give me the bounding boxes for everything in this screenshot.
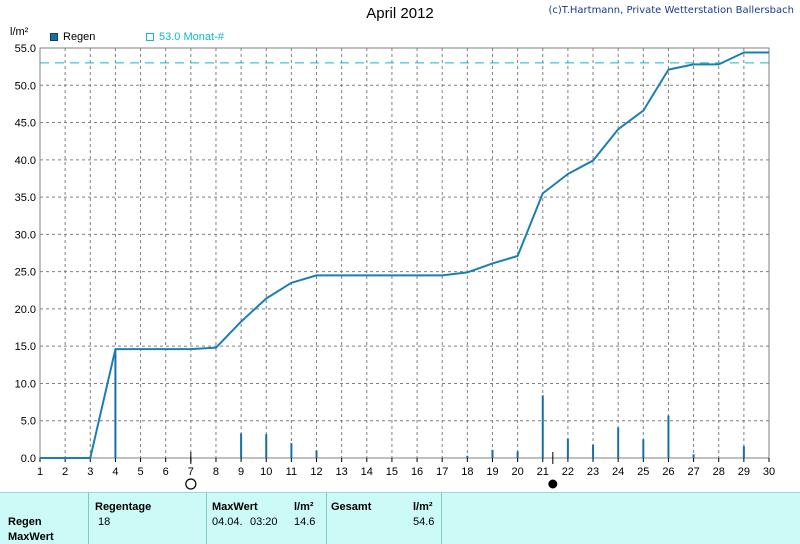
rain-bar bbox=[692, 454, 695, 458]
rain-bar bbox=[541, 395, 544, 458]
x-tick-label: 20 bbox=[511, 466, 523, 478]
x-tick-label: 19 bbox=[486, 466, 498, 478]
rain-bar bbox=[667, 415, 670, 458]
x-tick-label: 17 bbox=[436, 466, 448, 478]
y-axis-label: l/m² bbox=[10, 26, 29, 38]
rain-bar bbox=[315, 450, 318, 458]
table-divider bbox=[326, 493, 327, 544]
legend-reference-swatch bbox=[146, 33, 154, 41]
legend-rain-swatch bbox=[50, 33, 58, 41]
table-divider bbox=[88, 493, 89, 544]
total-value: 54.6 bbox=[413, 516, 435, 528]
x-tick-label: 24 bbox=[612, 466, 624, 478]
header-max-unit: l/m² bbox=[294, 501, 314, 513]
legend-rain: Regen bbox=[50, 31, 95, 43]
y-tick-label: 5.0 bbox=[21, 416, 36, 428]
rain-bar bbox=[114, 349, 117, 458]
x-tick-label: 21 bbox=[537, 466, 549, 478]
row-label-max: MaxWert bbox=[8, 531, 54, 543]
max-date-value: 04.04. bbox=[212, 516, 243, 528]
x-tick-label: 5 bbox=[137, 466, 143, 478]
x-tick-label: 26 bbox=[662, 466, 674, 478]
x-tick-label: 13 bbox=[336, 466, 348, 478]
header-rain-days: Regentage bbox=[95, 501, 152, 513]
y-tick-label: 40.0 bbox=[15, 155, 36, 167]
table-divider bbox=[206, 493, 207, 544]
x-tick-label: 1 bbox=[37, 466, 43, 478]
x-tick-label: 3 bbox=[87, 466, 93, 478]
rain-bar bbox=[516, 451, 519, 458]
y-tick-label: 35.0 bbox=[15, 192, 36, 204]
x-tick-label: 25 bbox=[637, 466, 649, 478]
rain-bar bbox=[617, 427, 620, 458]
y-tick-label: 25.0 bbox=[15, 267, 36, 279]
chart-title: April 2012 bbox=[366, 5, 434, 22]
rain-bar bbox=[592, 444, 595, 458]
x-tick-label: 2 bbox=[62, 466, 68, 478]
x-tick-label: 12 bbox=[310, 466, 322, 478]
x-tick-label: 6 bbox=[163, 466, 169, 478]
y-tick-label: 10.0 bbox=[15, 378, 36, 390]
y-tick-label: 55.0 bbox=[15, 43, 36, 55]
rain-days-value: 18 bbox=[98, 516, 111, 528]
rain-chart: 0.0 5.0 10.0 15.0 20.0 25.0 30.0 35.0 40.0 45.0 50… bbox=[15, 43, 775, 490]
copyright-text: (c)T.Hartmann, Private Wetterstation Bal… bbox=[548, 5, 794, 16]
x-tick-label: 10 bbox=[260, 466, 272, 478]
x-tick-label: 4 bbox=[112, 466, 118, 478]
x-tick-label: 9 bbox=[238, 466, 244, 478]
x-tick-label: 14 bbox=[361, 466, 373, 478]
x-tick-label: 7 bbox=[188, 466, 194, 478]
x-tick-label: 8 bbox=[213, 466, 219, 478]
x-tick-label: 29 bbox=[738, 466, 750, 478]
header-total: Gesamt bbox=[331, 501, 372, 513]
new-moon-icon bbox=[548, 479, 558, 489]
y-tick-label: 30.0 bbox=[15, 229, 36, 241]
rain-bar bbox=[491, 449, 494, 458]
header-total-unit: l/m² bbox=[413, 501, 433, 513]
rain-bar bbox=[265, 434, 268, 458]
plot-area bbox=[39, 47, 770, 459]
x-tick-label: 27 bbox=[687, 466, 699, 478]
x-tick-label: 16 bbox=[411, 466, 423, 478]
summary-table: Regentage MaxWert l/m² Gesamt l/m² Regen… bbox=[0, 492, 800, 544]
y-tick-label: 45.0 bbox=[15, 118, 36, 130]
x-tick-label: 28 bbox=[713, 466, 725, 478]
rain-bar bbox=[466, 455, 469, 458]
max-time-value: 03:20 bbox=[250, 516, 278, 528]
rain-bar bbox=[566, 438, 569, 458]
x-tick-label: 15 bbox=[386, 466, 398, 478]
rain-bar bbox=[642, 439, 645, 458]
full-moon-icon bbox=[185, 478, 197, 490]
legend-reference-label: 53.0 Monat-# bbox=[159, 31, 224, 43]
x-tick-label: 22 bbox=[562, 466, 574, 478]
rain-bar bbox=[290, 443, 293, 458]
rain-bar bbox=[240, 433, 243, 458]
x-tick-label: 23 bbox=[587, 466, 599, 478]
legend-reference: 53.0 Monat-# bbox=[146, 31, 224, 43]
header-max: MaxWert bbox=[212, 501, 258, 513]
y-tick-label: 20.0 bbox=[15, 304, 36, 316]
table-divider bbox=[441, 493, 442, 544]
x-tick-label: 18 bbox=[461, 466, 473, 478]
legend-rain-label: Regen bbox=[63, 31, 96, 43]
max-value: 14.6 bbox=[294, 516, 316, 528]
y-tick-label: 15.0 bbox=[15, 341, 36, 353]
cumulative-rain-line bbox=[40, 51, 769, 459]
y-tick-label: 50.0 bbox=[15, 80, 36, 92]
y-tick-label: 0.0 bbox=[21, 453, 36, 465]
rain-bar bbox=[742, 446, 745, 458]
x-tick-label: 11 bbox=[286, 466, 297, 478]
row-label-rain: Regen bbox=[8, 516, 42, 528]
x-tick-label: 30 bbox=[763, 466, 775, 478]
